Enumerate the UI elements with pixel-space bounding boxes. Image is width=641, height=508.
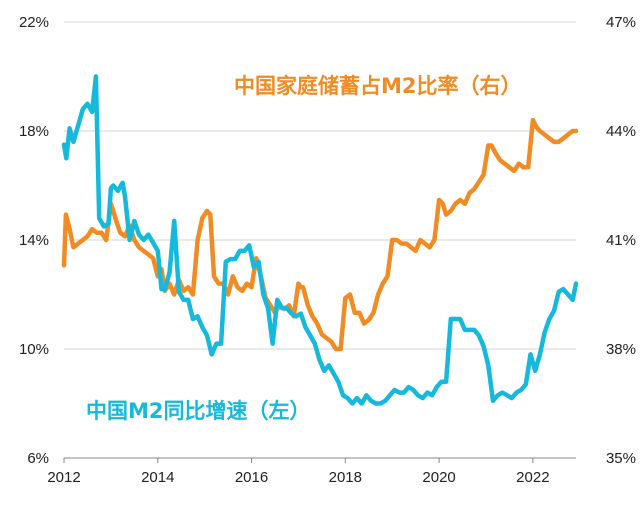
left-axis-ticks: 6% 10% 14% 18% 22%	[19, 14, 49, 467]
x-axis-ticks: 2012 2014 2016 2018 2020 2022	[47, 458, 550, 486]
m2-growth-label: 中国M2同比增速（左）	[86, 399, 311, 423]
right-tick-label: 44%	[606, 123, 636, 140]
left-tick-label: 18%	[19, 123, 49, 140]
x-tick-label: 2018	[329, 469, 362, 486]
x-tick-label: 2012	[47, 469, 80, 486]
household-savings-ratio-line	[61, 117, 579, 352]
x-tick-label: 2016	[235, 469, 268, 486]
gridlines	[64, 21, 576, 350]
left-tick-label: 22%	[19, 14, 49, 31]
m2-growth-line	[61, 74, 579, 406]
left-tick-label: 6%	[27, 450, 49, 467]
left-tick-label: 10%	[19, 341, 49, 358]
x-tick-label: 2020	[422, 469, 455, 486]
right-tick-label: 47%	[606, 14, 636, 31]
left-tick-label: 14%	[19, 232, 49, 249]
right-tick-label: 41%	[606, 232, 636, 249]
household-savings-label: 中国家庭储蓄占M2比率（右）	[234, 74, 522, 98]
right-tick-label: 35%	[606, 450, 636, 467]
x-tick-label: 2022	[516, 469, 549, 486]
x-tick-label: 2014	[141, 469, 174, 486]
right-tick-label: 38%	[606, 341, 636, 358]
right-axis-ticks: 35% 38% 41% 44% 47%	[606, 14, 636, 467]
